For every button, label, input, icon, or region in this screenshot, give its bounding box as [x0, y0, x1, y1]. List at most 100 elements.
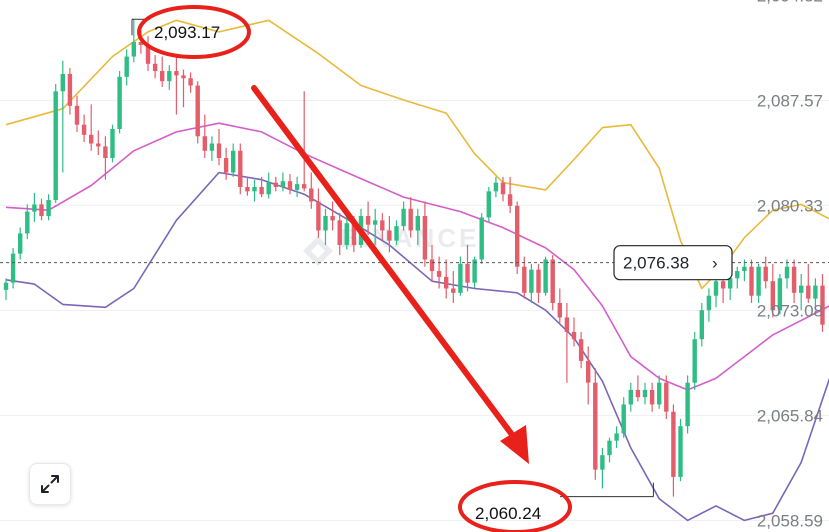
candle-body	[465, 263, 470, 283]
current-price-tag: 2,076.38 ›	[613, 245, 733, 281]
candle-15	[110, 124, 115, 163]
candle-body	[806, 285, 811, 299]
candle-body	[706, 295, 712, 311]
candle-26	[188, 72, 193, 93]
candle-10	[74, 95, 80, 132]
candle-body	[280, 181, 286, 187]
candle-body	[472, 259, 477, 283]
candle-45	[323, 208, 328, 245]
candle-88	[628, 382, 633, 412]
candle-73	[522, 256, 527, 299]
candle-52	[373, 208, 378, 245]
candle-42	[302, 91, 307, 192]
candle-2	[18, 227, 23, 260]
y-axis: 2,094.82 2,087.57 2,080.33 2,073.08 2,065.84…	[757, 0, 823, 531]
candle-98	[699, 302, 704, 347]
current-price-arrow-icon: ›	[712, 254, 718, 273]
candle-body	[110, 129, 115, 159]
expand-icon	[41, 475, 59, 493]
candle-body	[408, 208, 413, 231]
candle-0	[3, 278, 9, 301]
lower-band-line	[5, 171, 829, 522]
candle-body	[401, 208, 406, 227]
candle-67	[479, 213, 484, 264]
candle-39	[280, 172, 286, 192]
expand-chart-button[interactable]	[29, 463, 71, 505]
candle-body	[777, 278, 783, 311]
candle-body	[557, 302, 562, 318]
candle-55	[394, 220, 399, 245]
candle-body	[373, 220, 378, 225]
candle-75	[536, 263, 541, 303]
candle-85	[607, 437, 612, 463]
candle-body	[614, 433, 619, 441]
candle-body	[287, 181, 293, 190]
candle-30	[216, 129, 222, 166]
candle-body	[664, 382, 669, 412]
candle-114	[813, 278, 818, 311]
candle-body	[202, 136, 207, 151]
low-price-label: 2,060.24	[475, 504, 541, 523]
candle-74	[529, 263, 534, 303]
candle-body	[422, 215, 428, 260]
candle-59	[422, 201, 428, 267]
candle-body	[649, 389, 655, 405]
candle-body	[720, 281, 726, 289]
candle-97	[692, 331, 697, 390]
candle-body	[451, 288, 456, 293]
current-price-tag-box	[613, 245, 733, 281]
candle-body	[578, 339, 584, 361]
candle-body	[593, 382, 598, 470]
trend-arrow	[251, 85, 529, 464]
candle-111	[791, 259, 797, 303]
candle-71	[507, 176, 513, 214]
candle-body	[543, 259, 548, 293]
candle-44	[316, 188, 321, 238]
candle-13	[96, 130, 101, 156]
candle-81	[578, 331, 584, 369]
candle-body	[628, 389, 633, 405]
candle-body	[344, 223, 349, 245]
y-tick-label-0: 2,094.82	[757, 0, 823, 5]
candle-23	[167, 65, 172, 90]
low-callout: 2,060.24	[458, 480, 654, 532]
binance-diamond-shape	[303, 236, 333, 266]
candle-22	[160, 56, 165, 87]
candle-17	[124, 49, 129, 86]
candle-body	[131, 42, 136, 57]
grid-layer	[0, 99, 829, 522]
candle-body	[813, 285, 818, 299]
candle-20	[145, 36, 151, 72]
candle-110	[784, 259, 790, 289]
candle-47	[337, 213, 342, 256]
candle-46	[330, 201, 335, 231]
candle-body	[749, 266, 754, 296]
candle-body	[444, 276, 449, 289]
candle-body	[138, 42, 144, 45]
candle-78	[557, 288, 562, 325]
candle-body	[167, 71, 172, 82]
candle-body	[74, 105, 80, 125]
candle-48	[344, 215, 349, 250]
candle-body	[770, 281, 775, 311]
candle-92	[657, 375, 662, 409]
high-price-label: 2,093.17	[154, 23, 220, 42]
candle-body	[60, 73, 65, 92]
candle-body	[337, 220, 342, 245]
candle-body	[152, 63, 158, 72]
candle-body	[209, 143, 215, 151]
candle-65	[465, 244, 470, 292]
candle-25	[181, 69, 186, 108]
candle-body	[685, 382, 690, 427]
candles	[3, 19, 825, 497]
candle-7	[53, 84, 58, 203]
candle-body	[657, 382, 662, 405]
candle-70	[500, 176, 506, 202]
candle-24	[174, 53, 179, 115]
candle-99	[706, 288, 712, 322]
candle-body	[238, 150, 243, 187]
candle-96	[685, 375, 690, 434]
candle-body	[820, 285, 825, 325]
candle-body	[486, 191, 491, 218]
